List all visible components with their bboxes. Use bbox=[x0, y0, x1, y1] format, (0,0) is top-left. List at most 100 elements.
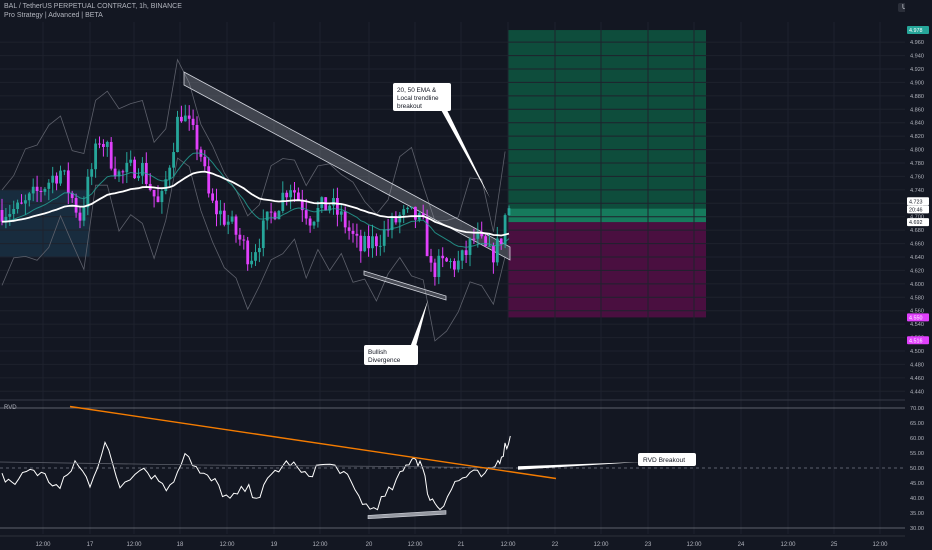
entry-band bbox=[508, 208, 706, 223]
price-tick-label: 4.640 bbox=[910, 255, 924, 261]
candle bbox=[339, 211, 343, 215]
candle bbox=[246, 240, 250, 265]
candle bbox=[129, 159, 133, 163]
callout-text: Bullish bbox=[368, 349, 387, 356]
candle bbox=[363, 235, 367, 252]
candle bbox=[449, 261, 452, 263]
candle bbox=[117, 171, 121, 177]
time-axis: 12:00 17 12:00 18 12:00 19 12:00 20 12:00 21 12:00… bbox=[0, 535, 905, 548]
candle bbox=[156, 196, 160, 203]
candle bbox=[367, 235, 370, 249]
time-tick-label: 24 bbox=[738, 542, 745, 548]
candle bbox=[0, 210, 4, 222]
candle bbox=[230, 216, 234, 222]
candle bbox=[43, 188, 47, 192]
candle bbox=[51, 175, 55, 183]
rvd-tick-label: 70.00 bbox=[910, 406, 924, 412]
candles bbox=[0, 104, 511, 286]
position-zones bbox=[0, 30, 706, 318]
candle bbox=[437, 255, 441, 277]
price-tag-label: 4.692 bbox=[909, 220, 923, 226]
candle bbox=[273, 212, 277, 220]
callout-box bbox=[364, 345, 418, 365]
candle bbox=[78, 212, 82, 221]
candle bbox=[24, 200, 27, 204]
candle bbox=[382, 229, 386, 246]
price-tag bbox=[907, 336, 929, 345]
price-tag-label: 4.978 bbox=[909, 28, 923, 34]
price-tick-label: 4.600 bbox=[910, 282, 924, 288]
candle bbox=[16, 202, 19, 209]
time-tick-label: 12:00 bbox=[407, 542, 423, 548]
profit-zone bbox=[508, 30, 706, 210]
candle bbox=[59, 170, 62, 184]
price-tick-label: 4.920 bbox=[910, 67, 924, 73]
candle bbox=[351, 230, 355, 234]
candle bbox=[464, 250, 468, 255]
candle bbox=[312, 221, 316, 226]
time-tick-label: 25 bbox=[831, 542, 838, 548]
candle bbox=[300, 199, 304, 211]
candle bbox=[433, 262, 437, 277]
rvd-tick-label: 55.00 bbox=[910, 451, 924, 457]
time-tick-label: 12:00 bbox=[780, 542, 796, 548]
ema-lines bbox=[1, 152, 510, 248]
callout-text: breakout bbox=[397, 103, 422, 110]
time-tick-label: 12:00 bbox=[593, 542, 609, 548]
time-tick-label: 12:00 bbox=[126, 542, 142, 548]
candle bbox=[195, 124, 199, 150]
rvd-tick-label: 40.00 bbox=[910, 496, 924, 502]
descending-channel bbox=[183, 71, 511, 261]
price-tag-label: 4.550 bbox=[909, 315, 923, 321]
ema-50-line bbox=[1, 170, 510, 237]
candle bbox=[180, 116, 183, 122]
price-tag bbox=[907, 26, 929, 35]
candle bbox=[168, 167, 172, 180]
candle bbox=[203, 156, 207, 167]
candle bbox=[359, 235, 363, 252]
rvd-trendline bbox=[69, 405, 557, 480]
candle bbox=[480, 232, 484, 237]
price-tick-label: 4.560 bbox=[910, 309, 924, 315]
candle bbox=[285, 192, 289, 198]
candle bbox=[499, 238, 503, 245]
candle bbox=[66, 170, 70, 193]
candle bbox=[293, 190, 296, 193]
time-tick-label: 12:00 bbox=[35, 542, 51, 548]
candle bbox=[394, 215, 398, 223]
price-tag bbox=[907, 218, 929, 227]
candle bbox=[425, 217, 429, 257]
candle bbox=[109, 141, 113, 169]
candle bbox=[453, 261, 456, 270]
price-tick-label: 4.820 bbox=[910, 134, 924, 140]
candle bbox=[336, 198, 339, 215]
price-tick-label: 4.800 bbox=[910, 148, 924, 154]
time-tick-label: 21 bbox=[458, 542, 465, 548]
candle bbox=[47, 182, 51, 189]
callout-text: Local trendline bbox=[397, 95, 439, 102]
candle bbox=[63, 170, 66, 172]
price-tick-label: 4.540 bbox=[910, 322, 924, 328]
candle bbox=[421, 213, 425, 218]
rvd-tick-label: 65.00 bbox=[910, 421, 924, 427]
symbol-title[interactable]: BAL / TetherUS PERPETUAL CONTRACT, 1h, B… bbox=[4, 3, 182, 10]
time-tick-label: 22 bbox=[552, 542, 559, 548]
indicator-legend[interactable]: Pro Strategy | Advanced | BETA bbox=[4, 12, 103, 19]
price-tick-label: 4.620 bbox=[910, 268, 924, 274]
price-tick-label: 4.780 bbox=[910, 161, 924, 167]
price-tag bbox=[907, 313, 929, 322]
candle bbox=[152, 189, 156, 197]
lower-band bbox=[1, 157, 506, 342]
rvd-tick-label: 50.00 bbox=[910, 466, 924, 472]
callout-box bbox=[393, 83, 451, 111]
candle bbox=[172, 152, 175, 168]
rvd-line bbox=[1, 435, 511, 511]
price-tag-label: 4.516 bbox=[909, 338, 923, 344]
candle bbox=[254, 252, 257, 261]
time-tick-label: 12:00 bbox=[686, 542, 702, 548]
candle bbox=[460, 250, 464, 261]
candle bbox=[343, 211, 347, 228]
time-tick-label: 18 bbox=[177, 542, 184, 548]
